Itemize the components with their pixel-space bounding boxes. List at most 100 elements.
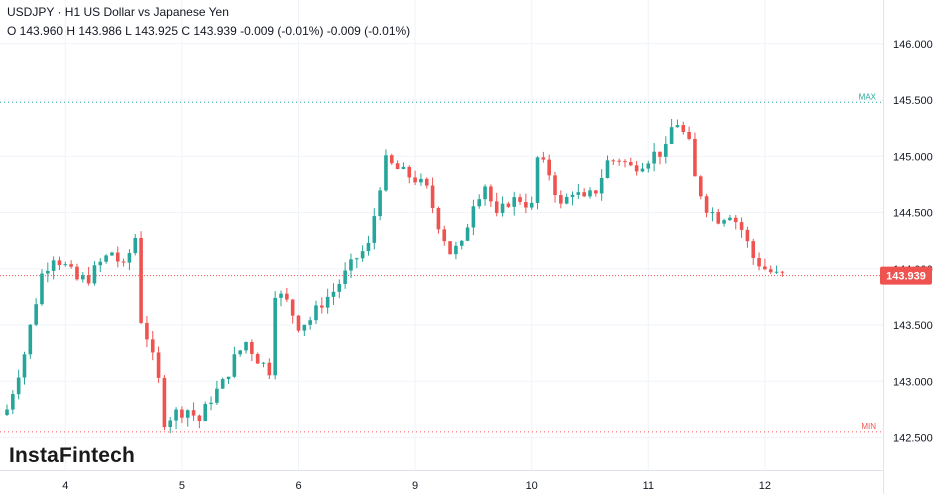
candle-body xyxy=(681,125,686,132)
candle-body xyxy=(325,296,330,308)
candle-body xyxy=(314,305,318,321)
candle-body xyxy=(570,194,575,197)
candle-body xyxy=(442,229,447,242)
candle xyxy=(442,225,447,246)
candle-body xyxy=(669,127,674,144)
candle-body xyxy=(150,339,155,353)
x-tick-label: 6 xyxy=(295,480,301,492)
candle xyxy=(506,201,511,209)
candle xyxy=(652,143,656,172)
candle xyxy=(302,324,307,337)
candle-body xyxy=(16,377,21,395)
candle-body xyxy=(518,197,522,203)
candle xyxy=(127,249,132,271)
candle-body xyxy=(320,305,324,308)
candle-body xyxy=(290,299,295,316)
candle xyxy=(559,190,563,209)
candle xyxy=(763,258,767,271)
candle xyxy=(226,376,231,384)
candle-body xyxy=(757,257,761,267)
candle-body xyxy=(594,190,598,194)
candle-body xyxy=(693,138,697,177)
candle-body xyxy=(774,271,779,273)
candle xyxy=(279,290,283,307)
candle xyxy=(320,297,324,314)
candle xyxy=(739,217,744,238)
candle-body xyxy=(232,354,237,377)
candle xyxy=(22,351,27,385)
candle xyxy=(629,157,633,167)
candle-body xyxy=(349,259,353,271)
candle-body xyxy=(728,217,732,221)
candle xyxy=(687,126,691,141)
candle xyxy=(273,291,277,380)
y-tick-label: 145.500 xyxy=(893,95,933,107)
candle xyxy=(191,402,196,421)
candle-body xyxy=(174,409,178,421)
candle-body xyxy=(407,166,412,178)
candle-body xyxy=(605,160,610,179)
candle xyxy=(104,254,108,264)
candle xyxy=(238,349,242,357)
x-tick-label: 12 xyxy=(759,480,771,492)
candle-body xyxy=(646,163,651,169)
candle-body xyxy=(5,409,9,415)
candle-body xyxy=(389,155,394,164)
candle-body xyxy=(465,227,470,241)
candle-body xyxy=(576,192,581,195)
candle xyxy=(115,246,120,268)
candle xyxy=(232,346,237,379)
candle xyxy=(220,377,225,389)
candle-body xyxy=(698,176,703,197)
y-tick-label: 143.500 xyxy=(893,320,933,332)
candle-body xyxy=(494,201,499,213)
candle-body xyxy=(483,186,487,200)
candle-body xyxy=(582,192,586,197)
candle-body xyxy=(424,178,429,186)
candle-body xyxy=(512,197,517,207)
candle xyxy=(98,258,103,273)
candle xyxy=(698,175,703,200)
candle xyxy=(378,187,382,221)
candle-body xyxy=(506,203,511,207)
candle xyxy=(389,153,394,166)
candle-body xyxy=(46,270,50,274)
candle-body xyxy=(238,350,242,355)
candle-body xyxy=(57,260,62,266)
candle xyxy=(459,239,464,250)
candle-body xyxy=(273,297,277,376)
candle-body xyxy=(92,265,97,284)
level-label-min: MIN xyxy=(861,422,876,431)
candle xyxy=(331,283,336,305)
candle xyxy=(768,265,773,275)
candle xyxy=(250,339,254,362)
candle-body xyxy=(156,352,161,378)
candle-body xyxy=(588,190,592,197)
candle-body xyxy=(564,196,569,204)
candle-body xyxy=(250,342,254,354)
candle-body xyxy=(285,293,289,300)
x-tick-label: 5 xyxy=(179,480,185,492)
candle-body xyxy=(477,199,482,207)
candle-body xyxy=(75,266,79,280)
candle-body xyxy=(355,258,359,260)
x-tick-label: 11 xyxy=(643,480,654,492)
candle-body xyxy=(34,304,38,325)
candle-body xyxy=(763,266,767,270)
candle-body xyxy=(675,125,680,128)
candle-body xyxy=(745,229,750,242)
candle xyxy=(663,136,668,164)
candle-body xyxy=(331,291,336,297)
grid-lines xyxy=(0,0,883,470)
candle xyxy=(197,414,202,429)
candle-body xyxy=(500,203,505,213)
candle-body xyxy=(133,237,138,254)
candle-body xyxy=(611,160,616,162)
candle xyxy=(728,214,732,222)
candle xyxy=(733,214,738,230)
candle-body xyxy=(733,217,738,223)
candle-body xyxy=(395,163,400,170)
candle xyxy=(40,269,44,306)
symbol-title: USDJPY · H1 US Dollar vs Japanese Yen xyxy=(7,5,229,19)
candle-body xyxy=(547,159,551,176)
